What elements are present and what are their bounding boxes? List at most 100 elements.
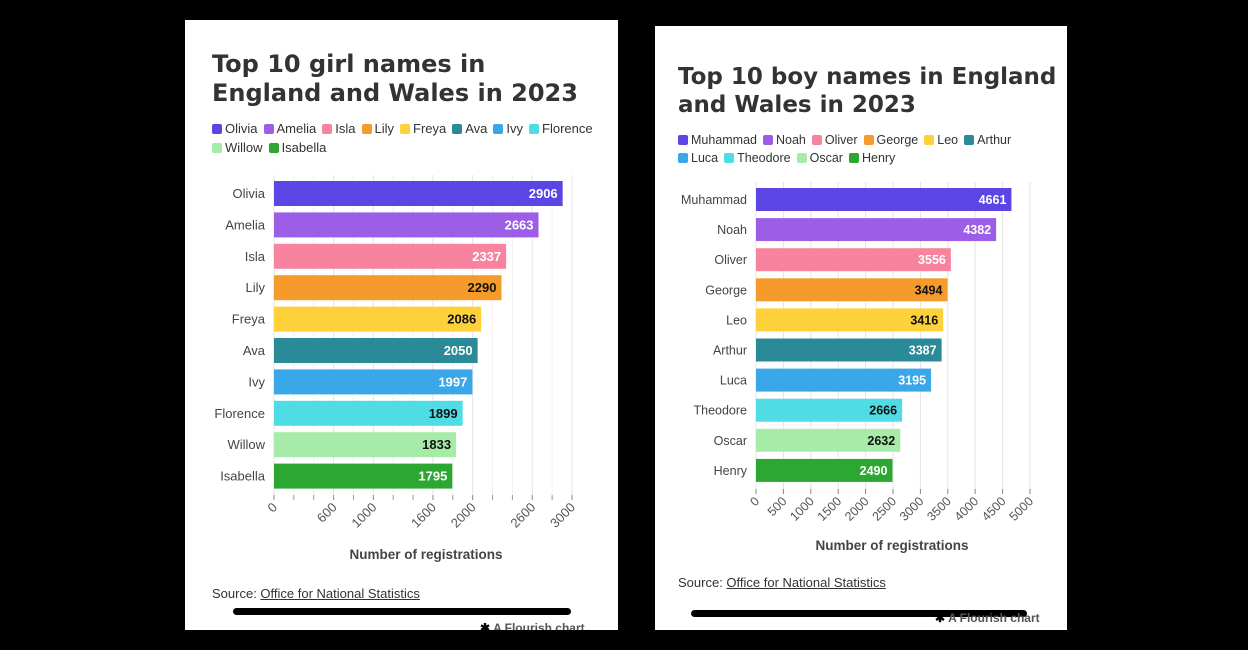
bar-isla[interactable]	[274, 243, 507, 269]
legend-label: Florence	[542, 121, 593, 136]
legend-item-isabella[interactable]: Isabella	[268, 140, 326, 155]
scrollbar[interactable]	[233, 608, 571, 615]
category-label-lily: Lily	[245, 280, 265, 295]
bar-ivy[interactable]	[274, 369, 473, 395]
legend-item-isla[interactable]: Isla	[322, 121, 356, 136]
category-label-luca: Luca	[720, 374, 747, 388]
bar-olivia[interactable]	[274, 181, 563, 206]
legend-swatch	[811, 134, 822, 145]
legend-swatch	[724, 152, 735, 163]
category-label-arthur: Arthur	[713, 344, 747, 358]
legend-item-olivia[interactable]: Olivia	[212, 121, 258, 136]
bar-oscar[interactable]	[756, 428, 901, 452]
legend-label: Willow	[225, 140, 263, 155]
legend-item-george[interactable]: George	[863, 132, 918, 147]
legend-swatch	[212, 123, 222, 134]
legend-item-ivy[interactable]: Ivy	[493, 121, 523, 136]
legend-item-ava[interactable]: Ava	[452, 121, 487, 136]
bar-arthur[interactable]	[756, 338, 942, 362]
bar-ava[interactable]	[274, 338, 478, 363]
value-label-muhammad: 4661	[979, 193, 1007, 207]
legend-label: Amelia	[276, 121, 317, 136]
legend-item-lily[interactable]: Lily	[361, 121, 394, 136]
legend-item-florence[interactable]: Florence	[529, 121, 593, 136]
legend-label: Ivy	[506, 121, 524, 136]
chart-title: Top 10 boy names in England and Wales in…	[678, 64, 1057, 119]
legend-swatch	[361, 123, 372, 134]
source-link[interactable]: Office for National Statistics	[260, 586, 420, 601]
legend-swatch	[268, 142, 279, 153]
girl-names-bar-chart: Olivia 2906 Amelia 2663 Isla 2337 Lily 2290 Frey…	[214, 175, 578, 562]
tick-label-1500: 1500	[815, 494, 845, 524]
legend-label: Freya	[413, 121, 447, 136]
bar-noah[interactable]	[756, 218, 997, 242]
legend-item-leo[interactable]: Leo	[924, 132, 958, 147]
legend: Olivia Amelia Isla Lily Freya Ava Ivy Florence W…	[212, 121, 602, 155]
bar-muhammad[interactable]	[756, 188, 1012, 211]
flourish-credit[interactable]: ✱ A Flourish chart	[480, 621, 585, 630]
tick-label-0: 0	[747, 494, 762, 509]
bar-henry[interactable]	[756, 458, 893, 482]
flourish-star-icon: ✱	[480, 621, 491, 630]
category-label-isabella: Isabella	[220, 469, 266, 484]
legend-swatch	[263, 123, 274, 134]
legend-item-noah[interactable]: Noah	[763, 132, 806, 147]
legend-item-amelia[interactable]: Amelia	[263, 121, 317, 136]
bar-oliver[interactable]	[756, 248, 951, 272]
tick-label-500: 500	[765, 494, 790, 519]
category-label-amelia: Amelia	[225, 217, 266, 232]
legend-item-oliver[interactable]: Oliver	[811, 132, 858, 147]
tick-label-4000: 4000	[952, 494, 982, 524]
legend-item-muhammad[interactable]: Muhammad	[678, 132, 757, 147]
bar-amelia[interactable]	[274, 212, 539, 238]
source-label: Source:	[678, 575, 727, 590]
value-label-george: 3494	[915, 283, 943, 297]
value-label-amelia: 2663	[505, 217, 534, 232]
bar-lily[interactable]	[274, 275, 502, 301]
bar-willow[interactable]	[274, 432, 457, 458]
x-axis-title: Number of registrations	[349, 547, 502, 562]
category-label-noah: Noah	[717, 223, 747, 237]
source-note: Source: Office for National Statistics	[212, 586, 420, 601]
tick-label-2000: 2000	[842, 494, 872, 524]
legend-item-freya[interactable]: Freya	[400, 121, 446, 136]
bar-theodore[interactable]	[756, 398, 903, 422]
legend-item-willow[interactable]: Willow	[212, 140, 263, 155]
bar-freya[interactable]	[274, 306, 482, 332]
category-label-isla: Isla	[245, 249, 266, 264]
legend-swatch	[212, 142, 222, 153]
value-label-luca: 3195	[898, 374, 926, 388]
category-label-oscar: Oscar	[714, 434, 747, 448]
bar-florence[interactable]	[274, 400, 463, 426]
value-label-isabella: 1795	[418, 469, 447, 484]
legend-item-luca[interactable]: Luca	[678, 150, 718, 165]
tick-label-600: 600	[314, 500, 340, 526]
legend-item-arthur[interactable]: Arthur	[964, 132, 1011, 147]
source-link[interactable]: Office for National Statistics	[726, 575, 886, 590]
category-label-ivy: Ivy	[248, 374, 265, 389]
value-label-noah: 4382	[963, 223, 991, 237]
legend-item-henry[interactable]: Henry	[848, 150, 895, 165]
flourish-credit[interactable]: ✱ A Flourish chart	[935, 611, 1040, 625]
flourish-star-icon: ✱	[935, 611, 946, 625]
legend: Muhammad Noah Oliver George Leo Arthur Luca The…	[678, 132, 1058, 165]
value-label-willow: 1833	[422, 437, 451, 452]
bar-george[interactable]	[756, 278, 948, 302]
legend-item-oscar[interactable]: Oscar	[796, 150, 843, 165]
scrollbar[interactable]	[691, 610, 1027, 617]
legend-swatch	[863, 134, 874, 145]
bar-luca[interactable]	[756, 368, 932, 392]
legend-swatch	[796, 152, 807, 163]
category-label-muhammad: Muhammad	[681, 193, 747, 207]
bar-isabella[interactable]	[274, 463, 453, 489]
legend-swatch	[964, 134, 975, 145]
tick-label-1000: 1000	[348, 500, 379, 531]
source-note: Source: Office for National Statistics	[678, 575, 886, 590]
legend-item-theodore[interactable]: Theodore	[724, 150, 791, 165]
category-label-ava: Ava	[243, 343, 266, 358]
category-label-oliver: Oliver	[714, 253, 747, 267]
value-label-lily: 2290	[468, 280, 497, 295]
tick-label-2500: 2500	[870, 494, 900, 524]
bar-leo[interactable]	[756, 308, 944, 332]
value-label-oliver: 3556	[918, 253, 946, 267]
